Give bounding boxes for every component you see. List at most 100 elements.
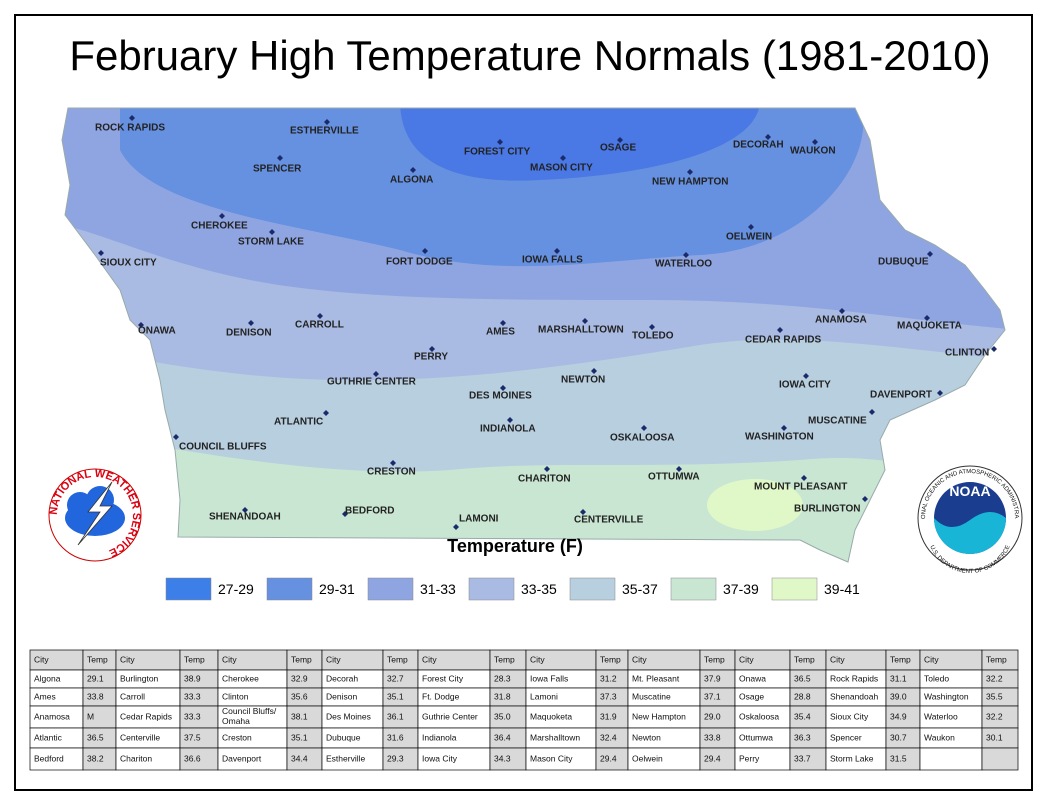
city-marker (242, 507, 248, 513)
cell-text: Des Moines (326, 711, 371, 721)
city-marker (937, 390, 943, 396)
cell-text: Muscatine (632, 691, 671, 701)
city-marker (560, 155, 566, 161)
cell-text: Ames (34, 691, 56, 701)
header-cell-text: Temp (291, 654, 312, 664)
city-label: OELWEIN (726, 232, 772, 243)
city-marker (422, 248, 428, 254)
cell-text: 36.3 (794, 732, 811, 742)
cell-text: Rock Rapids (830, 673, 878, 683)
normals-table: City Temp City Temp City Temp City Temp City Temp… (29, 649, 1019, 771)
city-marker (544, 466, 550, 472)
city-marker (129, 115, 135, 121)
cell-text: 29.1 (87, 673, 104, 683)
cell-text: Shenandoah (830, 691, 878, 701)
nws-logo: NATIONAL WEATHER SERVICE (48, 468, 142, 562)
city-label: COUNCIL BLUFFS (179, 442, 267, 453)
cell-text: 33.8 (87, 691, 104, 701)
city-marker (507, 417, 513, 423)
cell-text: 32.2 (986, 673, 1003, 683)
city-marker (801, 475, 807, 481)
city-marker (554, 248, 560, 254)
city-label: IOWA CITY (779, 380, 831, 391)
cell-text: 35.4 (794, 711, 811, 721)
cell-text: Estherville (326, 753, 365, 763)
header-cell-text: Temp (387, 654, 408, 664)
legend-swatch (771, 577, 818, 601)
city-label: WATERLOO (655, 259, 712, 270)
cell-text: 31.8 (494, 691, 511, 701)
city-marker (991, 346, 997, 352)
cell-text: Guthrie Center (422, 711, 478, 721)
cell-text: 35.1 (387, 691, 404, 701)
cell-text: 38.2 (87, 753, 104, 763)
header-cell-text: Temp (87, 654, 108, 664)
city-label: INDIANOLA (480, 424, 536, 435)
cell-text: Council Bluffs/Omaha (222, 706, 277, 726)
cell-text: 33.8 (704, 732, 721, 742)
city-marker (748, 224, 754, 230)
header-cell-text: Temp (184, 654, 205, 664)
city-label: OSKALOOSA (610, 433, 674, 444)
city-label: ESTHERVILLE (290, 126, 359, 137)
city-marker (812, 139, 818, 145)
city-marker (317, 313, 323, 319)
city-marker (649, 324, 655, 330)
cell-text: 35.5 (986, 691, 1003, 701)
city-label: CRESTON (367, 467, 416, 478)
city-marker (324, 119, 330, 125)
city-marker (927, 251, 933, 257)
legend-label: 33-35 (521, 581, 557, 597)
city-label: BURLINGTON (794, 504, 860, 515)
header-cell-text: Temp (890, 654, 911, 664)
city-marker (173, 434, 179, 440)
city-label: CARROLL (295, 320, 344, 331)
city-label: CHEROKEE (191, 221, 248, 232)
city-marker (497, 139, 503, 145)
city-marker (138, 322, 144, 328)
header-cell-text: City (530, 654, 545, 664)
city-label: SHENANDOAH (209, 512, 281, 523)
city-label: MUSCATINE (808, 416, 867, 427)
header-cell-text: Temp (704, 654, 725, 664)
header-cell-text: Temp (794, 654, 815, 664)
cell-text: Denison (326, 691, 357, 701)
cell-text: 31.9 (600, 711, 617, 721)
cell-text: 36.6 (184, 753, 201, 763)
city-label: CLINTON (945, 348, 989, 359)
cell-text: Dubuque (326, 732, 361, 742)
city-marker (500, 385, 506, 391)
cell-text: Waterloo (924, 711, 958, 721)
legend-label: 37-39 (723, 581, 759, 597)
cell-text: Ottumwa (739, 732, 773, 742)
cell-text: Cedar Rapids (120, 711, 172, 721)
header-cell-text: City (34, 654, 49, 664)
city-label: FORT DODGE (386, 257, 453, 268)
cell-text: 35.0 (494, 711, 511, 721)
header-cell-text: City (924, 654, 939, 664)
city-marker (765, 134, 771, 140)
city-marker (98, 250, 104, 256)
cell-text: 33.3 (184, 691, 201, 701)
city-marker (803, 373, 809, 379)
header-cell-text: City (739, 654, 754, 664)
header-cell-text: Temp (986, 654, 1007, 664)
cell-text: Washington (924, 691, 969, 701)
cell-text: 32.9 (291, 673, 308, 683)
city-label: ANAMOSA (815, 315, 867, 326)
table-cell (981, 747, 1019, 771)
cell-text: Atlantic (34, 732, 63, 742)
title: February High Temperature Normals (1981-… (69, 32, 990, 79)
cell-text: 36.4 (494, 732, 511, 742)
header-cell-text: City (326, 654, 341, 664)
noaa-label: NOAA (949, 483, 990, 499)
header-cell-text: Temp (600, 654, 621, 664)
legend-label: 27-29 (218, 581, 254, 597)
cell-text: Waukon (924, 732, 955, 742)
city-label: BEDFORD (345, 506, 394, 517)
city-marker (617, 137, 623, 143)
city-marker (687, 169, 693, 175)
city-marker (924, 315, 930, 321)
cell-text: Spencer (830, 732, 862, 742)
cell-text: Decorah (326, 673, 358, 683)
